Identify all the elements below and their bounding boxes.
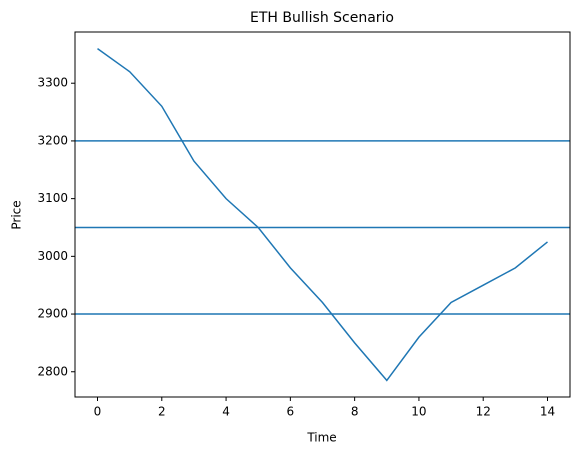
- plot-frame: [74, 31, 571, 398]
- x-tick-label: 2: [158, 405, 166, 419]
- line-series: [97, 47, 548, 382]
- x-tick-label: 8: [351, 405, 359, 419]
- y-tick-label: 3000: [37, 249, 68, 263]
- y-tick-label: 2800: [37, 364, 68, 378]
- x-tick-label: 4: [222, 405, 230, 419]
- y-tick-label: 2900: [37, 307, 68, 321]
- x-tick-label: 10: [411, 405, 426, 419]
- x-axis-label: Time: [306, 431, 336, 445]
- chart-title: ETH Bullish Scenario: [250, 10, 394, 26]
- y-tick-label: 3200: [37, 133, 68, 147]
- x-tick-label: 14: [540, 405, 555, 419]
- y-tick-label: 3100: [37, 191, 68, 205]
- x-tick-label: 12: [476, 405, 491, 419]
- x-tick-label: 6: [287, 405, 295, 419]
- y-tick-label: 3300: [37, 76, 68, 90]
- x-tick-label: 0: [94, 405, 102, 419]
- y-axis-label: Price: [10, 200, 24, 229]
